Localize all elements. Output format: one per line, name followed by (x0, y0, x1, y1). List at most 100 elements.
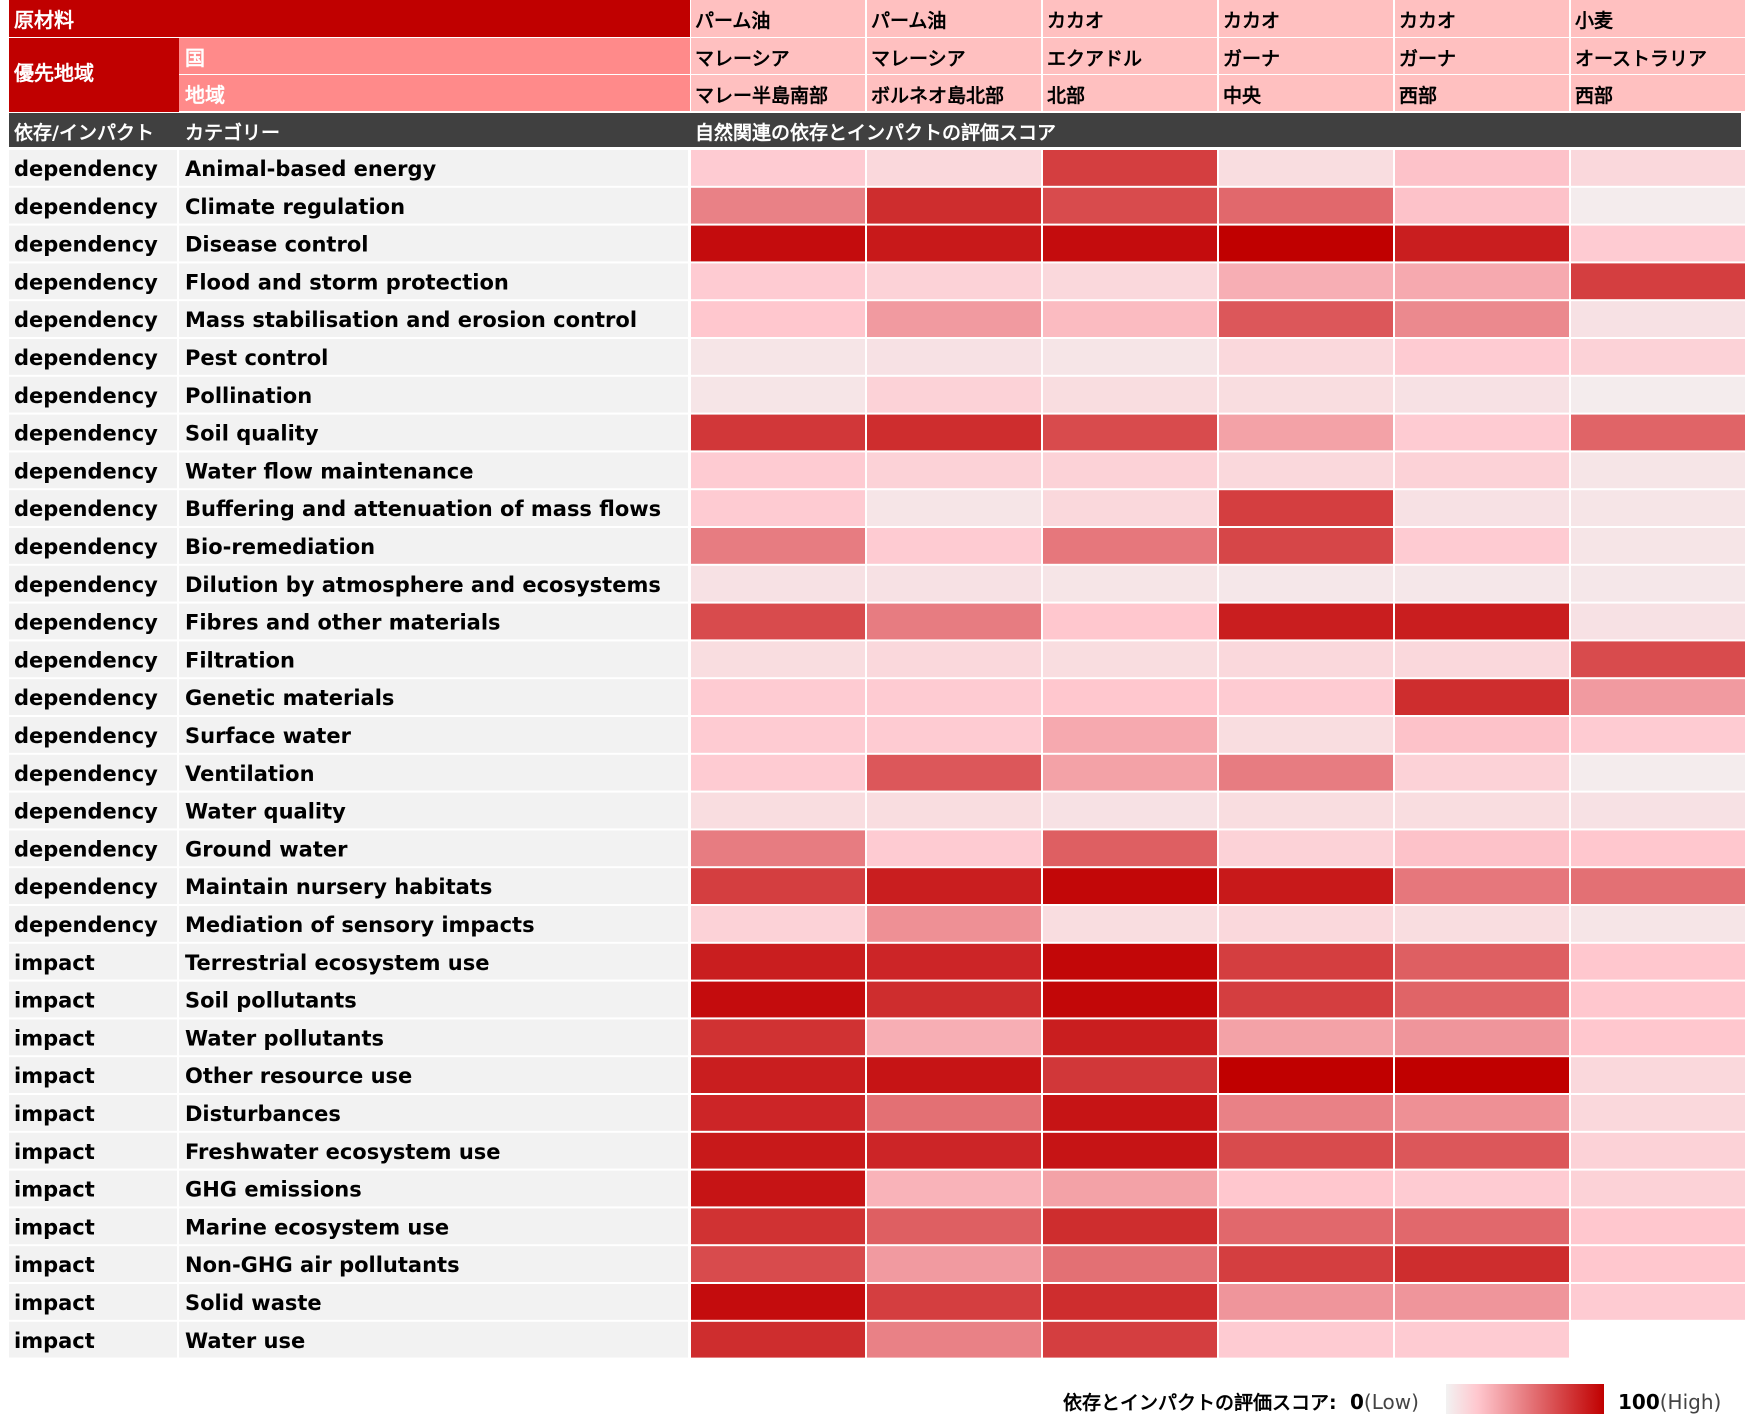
row-category-cell (179, 1284, 688, 1320)
row-type-label: dependency (14, 913, 158, 937)
row-type-label: dependency (14, 384, 158, 408)
heatmap-cell: Ventilation: 35 (1043, 754, 1217, 791)
heatmap-cell: Ventilation: 3 (1571, 754, 1745, 791)
row-category-label: Mass stabilisation and erosion control (185, 308, 637, 332)
column-region-cell (1395, 75, 1569, 111)
heatmap-cell: Pollination: 15 (867, 376, 1041, 413)
heatmap-cell: Water quality: 10 (691, 792, 865, 829)
row-category-label: Ground water (185, 837, 348, 861)
column-region-label: 中央 (1223, 84, 1262, 107)
heatmap-cell: Water pollutants: 30 (867, 1019, 1041, 1056)
legend: 依存とインパクトの評価スコア: 0(Low) 100(High) (1063, 1384, 1721, 1414)
heatmap-cell: Solid waste: 95 (691, 1284, 865, 1320)
region-header-label: 地域 (185, 83, 225, 107)
heatmap-cell: Mass stabilisation and erosion control: … (867, 301, 1041, 337)
heatmap-cell: Mass stabilisation and erosion control: … (1219, 301, 1393, 337)
row-category-label: Mediation of sensory impacts (185, 913, 535, 937)
heatmap-cell: Disease control: 90 (867, 225, 1041, 262)
priority-header-cell (9, 38, 179, 112)
heatmap-cell: Fibres and other materials: 20 (1043, 603, 1217, 640)
heatmap-cell: Dilution by atmosphere and ecosystems: 5 (1219, 565, 1393, 602)
heatmap-cell: Marine ecosystem use: 82 (1043, 1208, 1217, 1245)
row-category-cell (179, 641, 688, 678)
heatmap-cell: Solid waste: 75 (867, 1284, 1041, 1320)
row-type-cell (9, 565, 177, 602)
column-country-cell (867, 38, 1041, 74)
heatmap-cell: Water pollutants: 35 (1219, 1019, 1393, 1056)
row-category-label: Buffering and attenuation of mass flows (185, 497, 661, 521)
column-country-cell (691, 38, 865, 74)
row-type-label: dependency (14, 233, 158, 257)
row-type-label: impact (14, 1102, 95, 1126)
heatmap-cell: Soil quality: 82 (867, 414, 1041, 451)
row-type-cell (9, 868, 177, 904)
heatmap-cell: Terrestrial ecosystem use: 97 (1043, 943, 1217, 980)
region-header-cell (179, 75, 690, 111)
heatmap-cell: Dilution by atmosphere and ecosystems: 5 (1571, 565, 1745, 602)
heatmap-cell: Ground water: 18 (867, 830, 1041, 867)
heatmap-cell: Buffering and attenuation of mass flows:… (867, 490, 1041, 526)
legend-title: 依存とインパクトの評価スコア: (1063, 1391, 1337, 1414)
heatmap-cell: Disturbances: 48 (1219, 1095, 1393, 1131)
heatmap-cell: Marine ecosystem use: 58 (1395, 1208, 1569, 1245)
row-category-cell (179, 490, 688, 526)
row-category-label: Filtration (185, 648, 295, 672)
row-category-label: Flood and storm protection (185, 270, 509, 294)
heatmap-cell: Water flow maintenance: 12 (1219, 452, 1393, 489)
heatmap-cell: Bio-remediation: 52 (1043, 528, 1217, 564)
heatmap-cell: Flood and storm protection: 15 (867, 263, 1041, 300)
heatmap-cell: Solid waste: 40 (1395, 1284, 1569, 1320)
heatmap-cell: Soil pollutants: 60 (1395, 981, 1569, 1018)
row-type-label: dependency (14, 535, 158, 559)
heatmap-cell: Mass stabilisation and erosion control: … (1043, 301, 1217, 337)
heatmap-cell: Disease control: 95 (691, 225, 865, 262)
heatmap-cell: Fibres and other materials: 70 (691, 603, 865, 640)
row-labels: dependency Animal-based energy dependency C… (9, 150, 688, 1358)
row-type-label: dependency (14, 686, 158, 710)
heatmap-cell: Maintain nursery habitats: 75 (691, 868, 865, 904)
row-category-cell (179, 339, 688, 375)
row-category-label: Soil quality (185, 422, 319, 446)
row-type-cell (9, 603, 177, 640)
heatmap-cell: Solid waste: 18 (1571, 1284, 1745, 1320)
row-category-label: Bio-remediation (185, 535, 375, 559)
heatmap-cell: Freshwater ecosystem use: 65 (1395, 1132, 1569, 1169)
heatmap-cell: Disease control: 95 (1043, 225, 1217, 262)
column-material-cell (1043, 0, 1217, 37)
row-type-cell (9, 1321, 177, 1358)
row-type-label: impact (14, 1329, 95, 1353)
heatmap-cell: GHG emissions: 18 (1395, 1170, 1569, 1207)
score-header-bar (9, 113, 1741, 147)
row-category-cell (179, 1095, 688, 1131)
heatmap-cell: Bio-remediation: 72 (1219, 528, 1393, 564)
row-category-cell (179, 1170, 688, 1207)
heatmap-cell: Mediation of sensory impacts: 12 (1219, 906, 1393, 942)
heatmap-cell: Soil pollutants: 82 (867, 981, 1041, 1018)
heatmap-cell: Surface water: 18 (1571, 717, 1745, 753)
heatmap-cell: Bio-remediation: 18 (867, 528, 1041, 564)
row-type-label: dependency (14, 648, 158, 672)
row-type-cell (9, 225, 177, 262)
heatmap-cell: GHG emissions: 92 (691, 1170, 865, 1207)
heatmap-cell: Water quality: 10 (1395, 792, 1569, 829)
row-category-cell (179, 1057, 688, 1093)
row-type-cell (9, 187, 177, 224)
legend-min-label: 0(Low) (1350, 1390, 1419, 1414)
row-type-label: dependency (14, 195, 158, 219)
row-type-cell (9, 1057, 177, 1093)
heatmap-cell: Animal-based energy: 12 (1571, 150, 1745, 186)
heatmap-cell: Surface water: 18 (691, 717, 865, 753)
heatmap-cell: Freshwater ecosystem use: 70 (1219, 1132, 1393, 1169)
row-type-cell (9, 981, 177, 1018)
heatmap-cell: Ventilation: 65 (867, 754, 1041, 791)
row-category-label: Terrestrial ecosystem use (185, 951, 489, 975)
heatmap-cell: Terrestrial ecosystem use: 62 (1395, 943, 1569, 980)
row-type-label: dependency (14, 157, 158, 181)
row-category-label: Genetic materials (185, 686, 394, 710)
heatmap-cell: Disease control: 100 (1219, 225, 1393, 262)
row-category-label: Fibres and other materials (185, 611, 501, 635)
heatmap-cell: Pest control: 18 (1395, 339, 1569, 375)
row-type-cell (9, 792, 177, 829)
heatmap-cell: Water use: 75 (1043, 1321, 1217, 1358)
heatmap-cell: Mediation of sensory impacts: 42 (867, 906, 1041, 942)
